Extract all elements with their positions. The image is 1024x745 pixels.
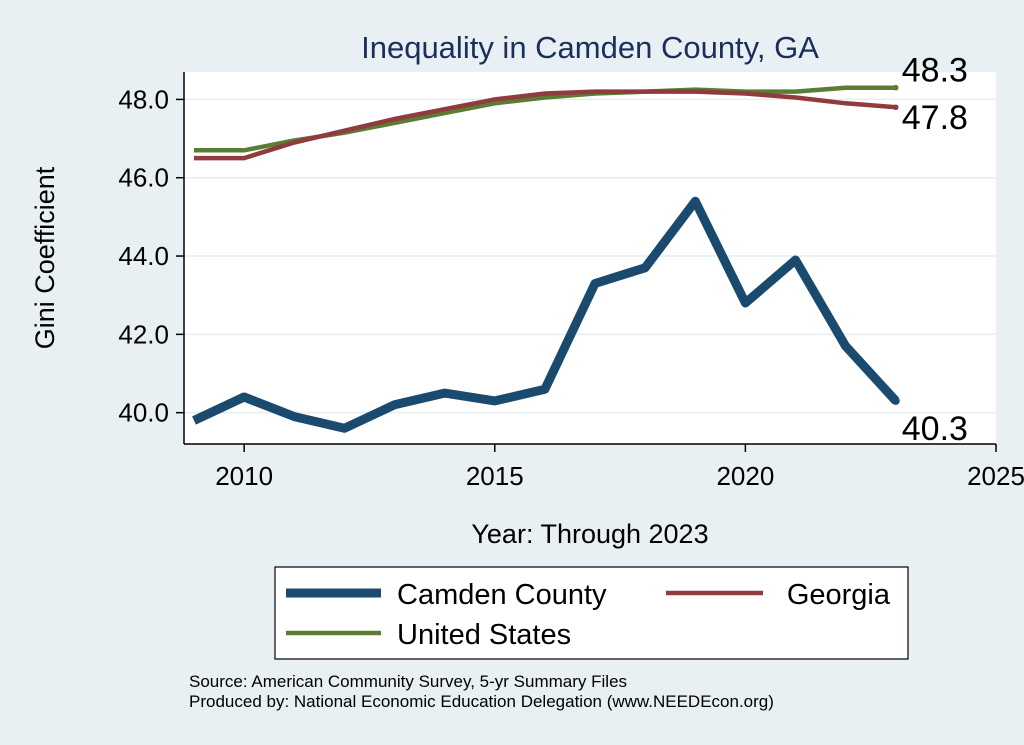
grid-lines — [184, 98, 996, 414]
end-label-camden-county: 40.3 — [902, 410, 968, 448]
end-label-united-states: 48.3 — [902, 52, 968, 90]
end-point-united-states — [892, 84, 899, 91]
y-tick-label: 42.0 — [118, 319, 169, 349]
end-label-georgia: 47.8 — [902, 99, 968, 137]
legend: Camden County Georgia United States — [286, 579, 891, 651]
legend-label-georgia: Georgia — [787, 579, 891, 611]
source-note: Source: American Community Survey, 5-yr … — [189, 672, 627, 691]
y-axis-title: Gini Coefficient — [30, 166, 60, 349]
x-tick-label: 2025 — [967, 461, 1024, 491]
chart-title: Inequality in Camden County, GA — [361, 30, 819, 65]
x-tick-label: 2010 — [215, 461, 273, 491]
legend-label-camden-county: Camden County — [397, 579, 607, 611]
series-line-georgia — [194, 89, 896, 161]
x-ticks: 2010 2015 2020 2025 — [215, 444, 1024, 491]
y-tick-label: 44.0 — [118, 241, 169, 271]
x-tick-label: 2020 — [716, 461, 774, 491]
x-tick-label: 2015 — [466, 461, 524, 491]
series-line-camden-county — [192, 196, 900, 433]
series-lines — [192, 85, 900, 433]
plot-area — [184, 72, 996, 444]
producer-note: Produced by: National Economic Education… — [189, 692, 774, 711]
y-tick-label: 40.0 — [118, 398, 169, 428]
end-point-georgia — [892, 104, 899, 111]
end-labels: 48.3 47.8 40.3 — [891, 52, 968, 448]
legend-box — [274, 566, 909, 660]
y-ticks: 40.0 42.0 44.0 46.0 48.0 — [118, 84, 184, 428]
end-point-camden-county — [891, 396, 900, 405]
x-axis-title: Year: Through 2023 — [471, 519, 708, 549]
y-tick-label: 46.0 — [118, 163, 169, 193]
y-tick-label: 48.0 — [118, 84, 169, 114]
legend-label-united-states: United States — [397, 619, 571, 651]
